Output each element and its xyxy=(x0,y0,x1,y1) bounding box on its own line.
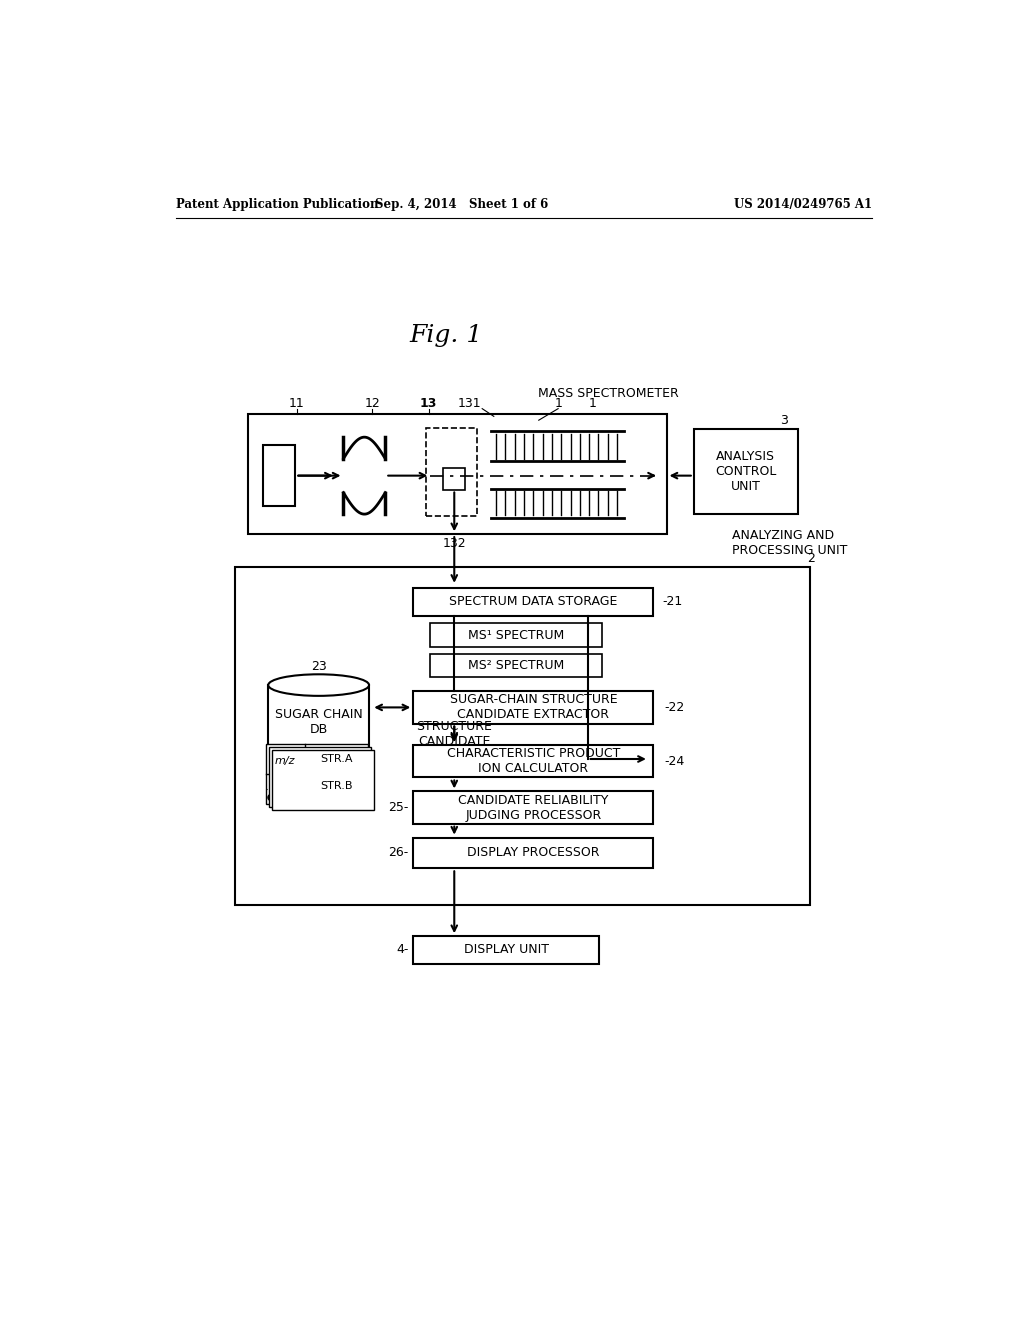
Bar xyxy=(263,445,295,507)
Text: m/z: m/z xyxy=(275,755,296,766)
Text: STR.A: STR.A xyxy=(321,754,352,764)
Text: MS² SPECTRUM: MS² SPECTRUM xyxy=(468,659,564,672)
Bar xyxy=(414,589,653,615)
Bar xyxy=(414,936,599,964)
Text: MS¹ SPECTRUM: MS¹ SPECTRUM xyxy=(468,628,564,642)
Text: 2: 2 xyxy=(808,552,815,565)
Text: STRUCTURE
CANDIDATE: STRUCTURE CANDIDATE xyxy=(417,721,493,748)
Bar xyxy=(430,653,602,677)
Text: ANALYZING AND
PROCESSING UNIT: ANALYZING AND PROCESSING UNIT xyxy=(732,529,848,557)
Text: CANDIDATE RELIABILITY
JUDGING PROCESSOR: CANDIDATE RELIABILITY JUDGING PROCESSOR xyxy=(458,793,608,821)
Text: Fig. 1: Fig. 1 xyxy=(410,323,482,347)
Text: 131: 131 xyxy=(457,397,481,409)
Text: SPECTRUM DATA STORAGE: SPECTRUM DATA STORAGE xyxy=(450,595,617,609)
Text: 13: 13 xyxy=(420,397,437,409)
Text: 1: 1 xyxy=(554,397,562,409)
Text: Patent Application Publication: Patent Application Publication xyxy=(176,198,379,211)
Text: ANALYSIS
CONTROL
UNIT: ANALYSIS CONTROL UNIT xyxy=(715,450,776,494)
Text: -21: -21 xyxy=(663,595,683,609)
Text: STR.B: STR.B xyxy=(321,781,352,791)
Bar xyxy=(234,566,810,906)
Text: Sep. 4, 2014   Sheet 1 of 6: Sep. 4, 2014 Sheet 1 of 6 xyxy=(375,198,548,211)
Text: CHARACTERISTIC PRODUCT
ION CALCULATOR: CHARACTERISTIC PRODUCT ION CALCULATOR xyxy=(446,747,620,775)
Bar xyxy=(272,750,375,810)
Text: MASS SPECTROMETER: MASS SPECTROMETER xyxy=(539,387,679,400)
Bar xyxy=(693,429,799,515)
Text: US 2014/0249765 A1: US 2014/0249765 A1 xyxy=(734,198,872,211)
Text: 26-: 26- xyxy=(388,846,409,859)
Bar xyxy=(269,747,372,807)
Text: 1: 1 xyxy=(589,397,597,409)
Bar xyxy=(443,469,465,490)
Text: SUGAR-CHAIN STRUCTURE
CANDIDATE EXTRACTOR: SUGAR-CHAIN STRUCTURE CANDIDATE EXTRACTO… xyxy=(450,693,617,722)
Text: -24: -24 xyxy=(665,755,685,768)
Bar xyxy=(414,692,653,723)
Bar xyxy=(426,428,477,516)
Bar xyxy=(414,744,653,777)
Text: 4-: 4- xyxy=(396,944,409,957)
Ellipse shape xyxy=(268,787,369,808)
Text: 25-: 25- xyxy=(388,801,409,814)
Bar xyxy=(266,743,369,804)
Text: 23: 23 xyxy=(310,660,327,673)
Bar xyxy=(248,414,667,535)
Bar xyxy=(414,838,653,869)
Bar xyxy=(430,623,602,647)
Text: 132: 132 xyxy=(442,537,466,550)
Bar xyxy=(414,792,653,824)
Text: -22: -22 xyxy=(665,701,685,714)
Text: 12: 12 xyxy=(365,397,380,409)
Text: DISPLAY PROCESSOR: DISPLAY PROCESSOR xyxy=(467,846,600,859)
Text: 11: 11 xyxy=(289,397,305,409)
Text: 3: 3 xyxy=(779,413,787,426)
Text: DISPLAY UNIT: DISPLAY UNIT xyxy=(464,944,549,957)
Text: SUGAR CHAIN
DB: SUGAR CHAIN DB xyxy=(274,708,362,737)
Ellipse shape xyxy=(268,675,369,696)
